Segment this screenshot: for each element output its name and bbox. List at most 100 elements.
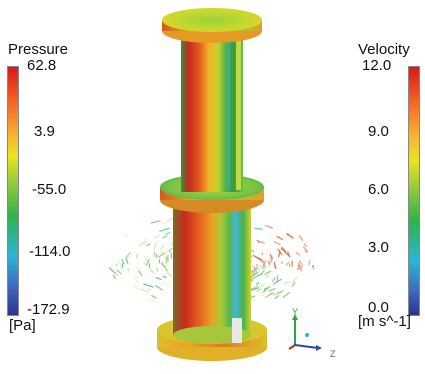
velocity-vector bbox=[116, 269, 122, 275]
velocity-vector bbox=[277, 248, 283, 256]
velocity-vector bbox=[150, 220, 161, 224]
lower-cylinder bbox=[157, 195, 267, 361]
velocity-vector bbox=[159, 244, 166, 251]
velocity-vector bbox=[273, 240, 281, 246]
velocity-vector bbox=[133, 278, 140, 284]
velocity-vector bbox=[283, 250, 291, 258]
pressure-colorbar bbox=[7, 66, 19, 316]
pressure-tick-1: 3.9 bbox=[34, 123, 55, 140]
velocity-vector bbox=[260, 290, 269, 294]
velocity-vector bbox=[285, 261, 290, 266]
velocity-vector bbox=[112, 274, 116, 280]
velocity-vector bbox=[286, 233, 294, 238]
velocity-vector bbox=[283, 280, 289, 286]
velocity-vector bbox=[153, 251, 156, 257]
velocity-vector bbox=[153, 242, 158, 250]
velocity-vector bbox=[164, 254, 170, 260]
velocity-vector bbox=[262, 285, 271, 293]
velocity-vector bbox=[125, 256, 129, 264]
velocity-vector bbox=[263, 260, 267, 265]
velocity-vector bbox=[165, 231, 171, 236]
velocity-vector bbox=[255, 256, 264, 263]
velocity-vector bbox=[272, 278, 283, 285]
velocity-vector bbox=[269, 253, 274, 259]
velocity-vector bbox=[170, 252, 173, 259]
velocity-vector bbox=[264, 292, 274, 299]
velocity-vector bbox=[302, 246, 309, 253]
velocity-vector bbox=[121, 259, 125, 265]
axis-label-z: Z bbox=[330, 349, 336, 359]
velocity-vector bbox=[260, 258, 265, 263]
velocity-vector bbox=[166, 272, 173, 277]
velocity-vector bbox=[154, 284, 163, 291]
velocity-vector bbox=[145, 298, 155, 303]
velocity-vector bbox=[259, 292, 266, 298]
velocity-vector bbox=[161, 261, 164, 266]
velocity-vector bbox=[135, 265, 139, 271]
velocity-vector bbox=[162, 264, 168, 272]
top-disc bbox=[162, 8, 262, 43]
velocity-vector bbox=[257, 283, 265, 289]
velocity-vector bbox=[250, 267, 258, 273]
velocity-vector bbox=[155, 276, 162, 281]
velocity-vector bbox=[264, 270, 272, 276]
velocity-vector bbox=[295, 251, 301, 256]
velocity-vector bbox=[160, 282, 172, 287]
velocity-vector bbox=[165, 263, 172, 269]
velocity-vector bbox=[272, 290, 281, 297]
velocity-vector bbox=[268, 259, 274, 265]
velocity-vector bbox=[137, 240, 148, 247]
velocity-unit: [m s^-1] bbox=[358, 313, 411, 330]
pressure-unit: [Pa] bbox=[9, 317, 36, 334]
velocity-vector bbox=[263, 287, 268, 291]
velocity-vector bbox=[156, 267, 159, 272]
velocity-vector bbox=[299, 260, 303, 265]
velocity-vector bbox=[280, 247, 287, 253]
velocity-vector bbox=[286, 251, 290, 256]
velocity-vector bbox=[312, 264, 315, 269]
velocity-vector bbox=[117, 260, 122, 266]
velocity-vector bbox=[253, 266, 257, 272]
velocity-vector bbox=[268, 287, 276, 292]
velocity-vector bbox=[297, 265, 303, 272]
velocity-vector bbox=[139, 288, 150, 293]
velocity-vector bbox=[256, 239, 261, 244]
velocity-vector bbox=[136, 254, 138, 258]
pressure-tick-2: -55.0 bbox=[32, 181, 67, 198]
velocity-vector bbox=[151, 294, 157, 299]
velocity-vector bbox=[271, 276, 276, 283]
velocity-vector bbox=[147, 287, 152, 292]
pressure-tick-0: 62.8 bbox=[27, 57, 57, 74]
pressure-title: Pressure bbox=[8, 41, 69, 58]
velocity-vector bbox=[273, 261, 277, 269]
velocity-vector bbox=[298, 234, 304, 242]
velocity-vector bbox=[146, 243, 151, 247]
velocity-vector bbox=[143, 283, 154, 288]
axis-triad bbox=[288, 314, 322, 351]
velocity-tick-0: 12.0 bbox=[362, 57, 392, 74]
velocity-vector bbox=[291, 276, 298, 284]
velocity-vector bbox=[308, 259, 311, 266]
velocity-vector bbox=[255, 263, 259, 267]
axis-label-y: Y bbox=[292, 307, 299, 317]
velocity-vector bbox=[157, 252, 165, 259]
velocity-vector bbox=[282, 291, 291, 299]
velocity-colorbar bbox=[408, 66, 420, 316]
pressure-tick-3: -114.0 bbox=[29, 243, 71, 260]
velocity-vector bbox=[157, 250, 163, 256]
velocity-vector bbox=[254, 227, 263, 230]
velocity-vector bbox=[162, 235, 167, 239]
velocity-vector bbox=[169, 247, 174, 251]
velocity-tick-4: 0.0 bbox=[368, 299, 389, 316]
velocity-vector bbox=[127, 254, 131, 259]
velocity-vector bbox=[291, 281, 296, 287]
velocity-vector bbox=[256, 288, 262, 292]
upper-cylinder bbox=[181, 22, 243, 192]
velocity-vector bbox=[108, 267, 116, 274]
velocity-vector bbox=[265, 275, 270, 279]
velocity-vector bbox=[145, 259, 150, 266]
velocity-vector bbox=[160, 262, 165, 267]
velocity-vector bbox=[259, 272, 264, 276]
velocity-title: Velocity bbox=[358, 41, 410, 58]
